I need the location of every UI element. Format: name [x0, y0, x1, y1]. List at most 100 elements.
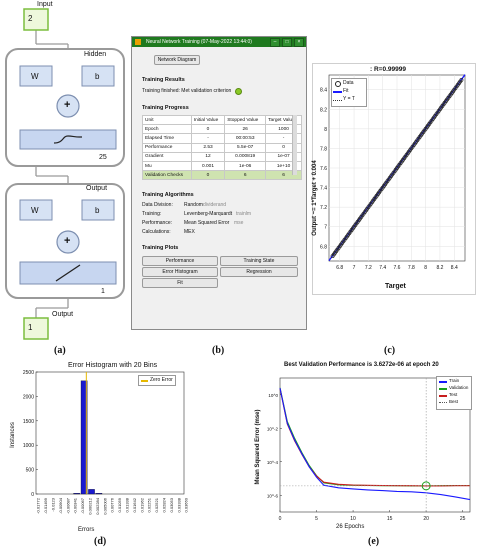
table-cell: Gradient	[142, 151, 192, 162]
table-header: Stopped Value	[224, 114, 267, 126]
table-cell: 0.000819	[224, 151, 267, 162]
performance-xlabel: 26 Epochs	[336, 524, 365, 530]
table-row-highlighted: Validation Checks 0 6 6	[142, 170, 302, 181]
output-layer-size: 1	[101, 288, 105, 295]
table-row: Performance 2.53 5.5e-07 0	[142, 142, 302, 153]
x-tick-label: 8	[424, 265, 427, 271]
y-tick-label: 6.8	[320, 244, 327, 250]
panel-label-b: (b)	[212, 345, 225, 356]
algo-label: Calculations:	[142, 229, 171, 235]
histogram-xlabel: Errors	[78, 527, 95, 533]
x-tick-label: 7.8	[408, 265, 415, 271]
legend-zero-error: Zero Error	[150, 377, 173, 383]
legend-data: Data	[343, 80, 354, 86]
regression-plot-button[interactable]: Regression	[220, 267, 298, 277]
regression-xlabel: Target	[385, 283, 406, 290]
histogram-title: Error Histogram with 20 Bins	[68, 362, 158, 369]
x-tick-label: -0.01499	[43, 497, 48, 514]
window-titlebar: Neural Network Training (07-May-2022 13:…	[132, 37, 306, 47]
table-cell: 5.5e-07	[224, 142, 267, 153]
input-node	[23, 8, 49, 31]
table-row: Elapsed Time - 00:00:53 -	[142, 133, 302, 144]
legend-test: Test	[449, 392, 458, 397]
x-tick-label: -0.00067	[80, 497, 85, 514]
x-tick-label: -0.00341	[73, 497, 78, 514]
fit-plot-button[interactable]: Fit	[142, 278, 218, 288]
y-tick-label: 2000	[23, 394, 34, 400]
y-tick-label: 7.8	[320, 146, 327, 152]
x-tick-label: 0.01338	[125, 497, 130, 512]
x-tick-label: 7.2	[365, 265, 372, 271]
table-cell: 1e-06	[224, 160, 267, 172]
x-tick-label: -0.00687	[65, 497, 70, 514]
table-cell: 6	[224, 170, 267, 181]
output-label: Output	[52, 311, 74, 318]
training-state-plot-button[interactable]: Training State	[220, 256, 298, 266]
performance-legend: Train Validation Test Best	[436, 376, 472, 410]
y-tick-label: 10^-6	[267, 493, 279, 498]
performance-title: Best Validation Performance is 3.6272e-0…	[284, 362, 439, 368]
table-row: Mu 0.001 1e-06 1e+10	[142, 160, 302, 172]
maximize-button[interactable]: □	[282, 38, 292, 47]
progress-table: Unit Initial Value Stopped Value Target …	[142, 114, 302, 181]
best-marker	[421, 481, 431, 491]
algorithms-heading: Training Algorithms	[142, 192, 194, 198]
table-cell: 1e-07	[265, 151, 302, 162]
linear-icon	[55, 264, 81, 282]
table-cell: 6	[265, 170, 302, 181]
output-node	[23, 317, 49, 340]
algo-label: Data Division:	[142, 202, 173, 208]
data-marker-icon	[335, 81, 341, 87]
table-cell: 12	[190, 151, 226, 162]
table-cell: -	[190, 133, 226, 144]
table-row: Epoch 0 26 1000	[142, 124, 302, 135]
x-tick-label: 7.4	[379, 265, 386, 271]
x-tick-label: -0.0123	[51, 497, 56, 511]
input-label: Input	[37, 1, 53, 8]
series-line-train	[279, 387, 471, 501]
x-tick-label: 0.02824	[162, 497, 167, 512]
table-cell: 0	[190, 124, 226, 135]
x-tick-label: -0.01772	[36, 497, 41, 514]
y-tick-label: 0	[31, 492, 34, 498]
table-cell: 1e+10	[265, 160, 302, 172]
table-cell: 1000	[265, 124, 302, 135]
legend-best: Best	[449, 399, 459, 404]
x-tick-label: 7.6	[394, 265, 401, 271]
table-cell: -	[265, 133, 302, 144]
table-cell: 0	[190, 170, 226, 181]
test-line-icon	[439, 395, 447, 397]
y-tick-label: 500	[26, 468, 35, 474]
sigmoid-icon	[53, 135, 83, 144]
minimize-button[interactable]: –	[270, 38, 280, 47]
algo-label: Performance:	[142, 220, 173, 226]
x-tick-label: 0.03053	[169, 497, 174, 512]
output-size: 1	[28, 323, 33, 332]
x-tick-label: -0.00904	[58, 497, 63, 514]
table-cell: 0.001	[190, 160, 226, 172]
x-tick-label: 8.2	[436, 265, 443, 271]
output-bias-symbol: b	[95, 206, 100, 215]
y-tick-label: 7	[324, 225, 327, 231]
x-tick-label: 25	[460, 516, 466, 522]
histogram-axes	[35, 371, 185, 495]
hidden-weight-symbol: W	[31, 72, 39, 81]
table-scrollbar[interactable]	[292, 115, 297, 175]
panel-label-d: (d)	[94, 536, 107, 547]
x-tick-label: 0.02521	[154, 497, 159, 512]
close-button[interactable]: ×	[294, 38, 304, 47]
algo-code: dividerand	[203, 202, 227, 208]
validation-line-icon	[439, 388, 447, 390]
performance-plot-button[interactable]: Performance	[142, 256, 218, 266]
network-diagram-button[interactable]: Network Diagram	[154, 55, 200, 65]
algo-value: MEX	[184, 229, 195, 235]
output-weight-symbol: W	[31, 206, 39, 215]
output-layer-label: Output	[86, 185, 108, 192]
error-histogram-plot-button[interactable]: Error Histogram	[142, 267, 218, 277]
table-cell: Epoch	[142, 124, 192, 135]
x-tick-label: 6.8	[336, 265, 343, 271]
y-tick-label: 7.6	[320, 166, 327, 172]
hidden-size: 25	[99, 154, 107, 161]
algo-value: Mean Squared Error	[184, 220, 230, 226]
network-diagram	[5, 8, 125, 340]
